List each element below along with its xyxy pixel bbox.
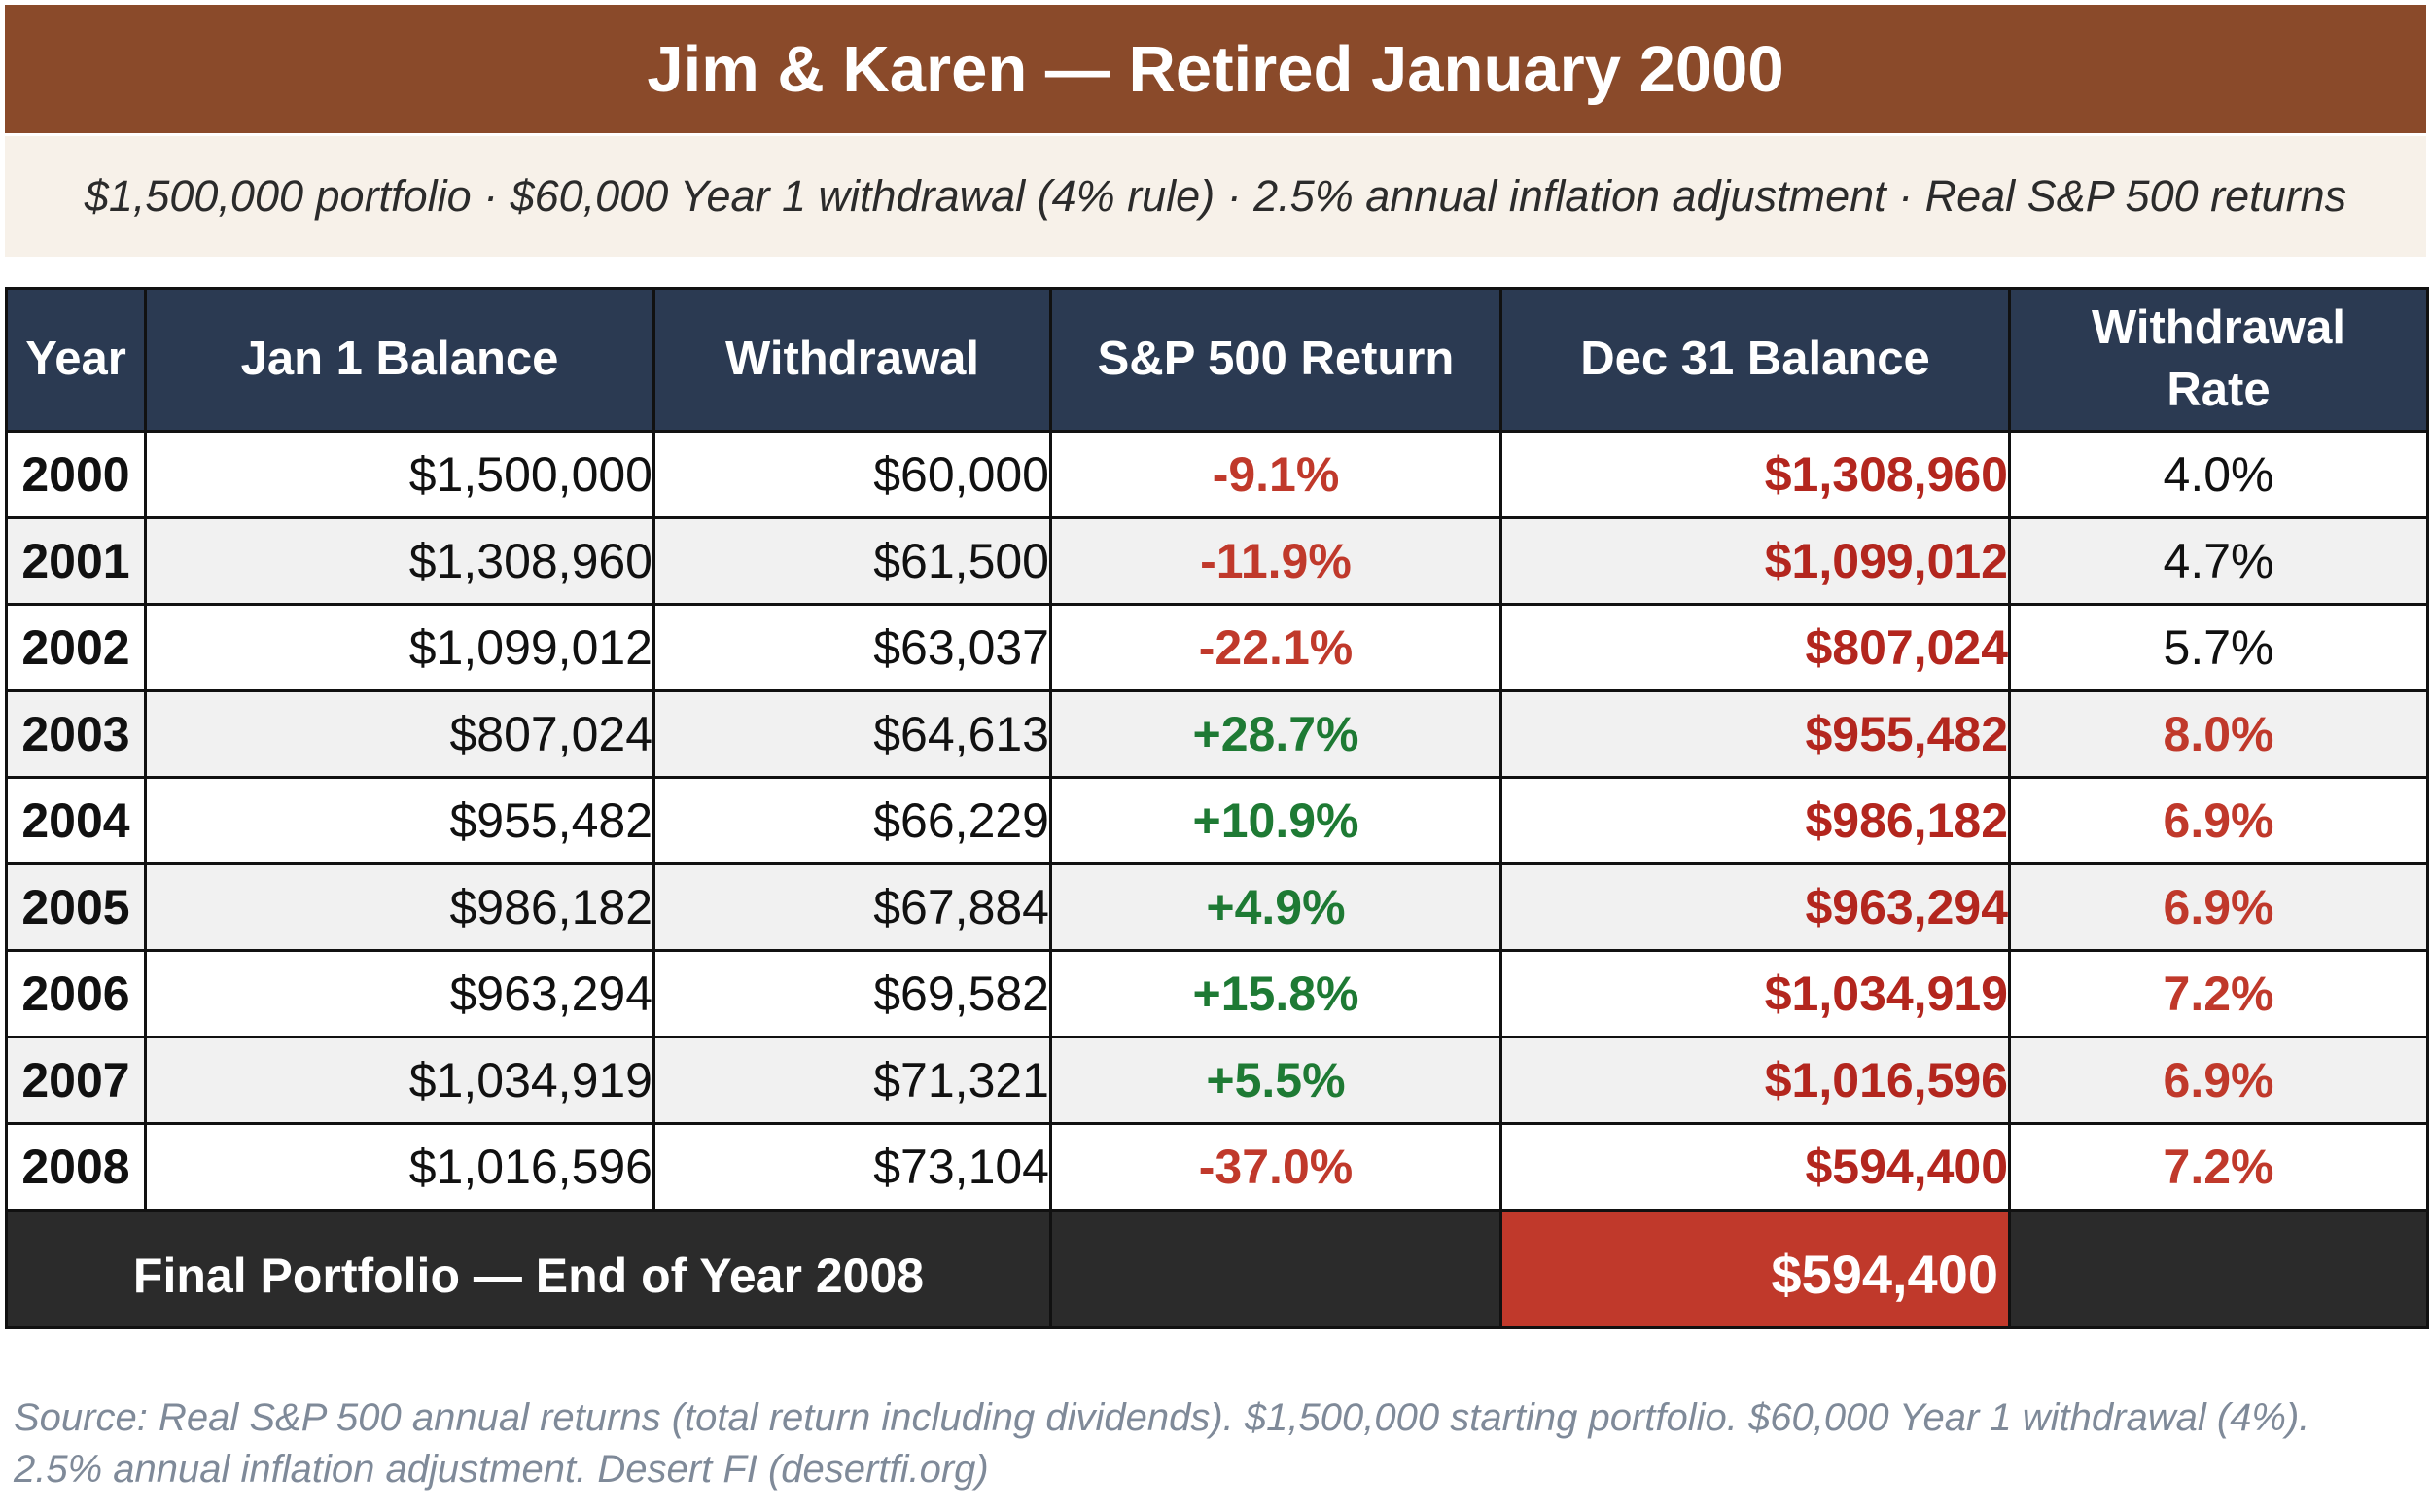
cell-sp-return: +10.9% — [1049, 776, 1502, 865]
cell-sp-return: -11.9% — [1049, 516, 1502, 606]
cell-year: 2000 — [5, 430, 147, 519]
cell-withdrawal: $60,000 — [652, 430, 1052, 519]
cell-jan-balance: $963,294 — [144, 949, 655, 1038]
page-subtitle-text: $1,500,000 portfolio · $60,000 Year 1 wi… — [84, 171, 2347, 221]
cell-dec-balance: $594,400 — [1499, 1122, 2011, 1212]
cell-withdrawal-rate: 6.9% — [2008, 1036, 2429, 1125]
col-header-withdrawal-rate: Withdrawal Rate — [2008, 287, 2429, 433]
cell-withdrawal: $63,037 — [652, 603, 1052, 692]
cell-withdrawal-rate: 4.0% — [2008, 430, 2429, 519]
cell-withdrawal: $67,884 — [652, 862, 1052, 952]
source-line-1: Source: Real S&P 500 annual returns (tot… — [14, 1396, 2310, 1439]
cell-year: 2007 — [5, 1036, 147, 1125]
cell-withdrawal-rate: 4.7% — [2008, 516, 2429, 606]
cell-sp-return: -9.1% — [1049, 430, 1502, 519]
cell-dec-balance: $1,034,919 — [1499, 949, 2011, 1038]
col-header-rate-line1: Withdrawal — [2092, 301, 2345, 355]
cell-sp-return: +15.8% — [1049, 949, 1502, 1038]
table-row: 2006 $963,294 $69,582 +15.8% $1,034,919 … — [5, 949, 2429, 1038]
cell-withdrawal-rate: 7.2% — [2008, 949, 2429, 1038]
cell-dec-balance: $963,294 — [1499, 862, 2011, 952]
page-subtitle: $1,500,000 portfolio · $60,000 Year 1 wi… — [5, 136, 2426, 257]
cell-dec-balance: $1,308,960 — [1499, 430, 2011, 519]
source-line-2: 2.5% annual inflation adjustment. Desert… — [14, 1448, 989, 1491]
cell-withdrawal: $66,229 — [652, 776, 1052, 865]
page-title: Jim & Karen — Retired January 2000 — [5, 5, 2426, 133]
col-header-dec-balance: Dec 31 Balance — [1499, 287, 2011, 433]
cell-dec-balance: $807,024 — [1499, 603, 2011, 692]
col-header-rate-line2: Rate — [2167, 364, 2271, 416]
col-header-withdrawal: Withdrawal — [652, 287, 1052, 433]
cell-year: 2005 — [5, 862, 147, 952]
cell-jan-balance: $1,500,000 — [144, 430, 655, 519]
final-empty-cell — [2008, 1209, 2429, 1329]
cell-year: 2004 — [5, 776, 147, 865]
cell-jan-balance: $807,024 — [144, 689, 655, 779]
cell-sp-return: +4.9% — [1049, 862, 1502, 952]
table-row: 2004 $955,482 $66,229 +10.9% $986,182 6.… — [5, 776, 2429, 865]
cell-dec-balance: $955,482 — [1499, 689, 2011, 779]
cell-withdrawal-rate: 8.0% — [2008, 689, 2429, 779]
col-header-jan-balance: Jan 1 Balance — [144, 287, 655, 433]
table-row: 2007 $1,034,919 $71,321 +5.5% $1,016,596… — [5, 1036, 2429, 1125]
col-header-sp-return: S&P 500 Return — [1049, 287, 1502, 433]
cell-withdrawal: $71,321 — [652, 1036, 1052, 1125]
cell-withdrawal: $64,613 — [652, 689, 1052, 779]
cell-withdrawal-rate: 5.7% — [2008, 603, 2429, 692]
page-title-text: Jim & Karen — Retired January 2000 — [647, 32, 1784, 106]
cell-withdrawal: $61,500 — [652, 516, 1052, 606]
final-portfolio-value: $594,400 — [1499, 1209, 2011, 1329]
cell-withdrawal-rate: 7.2% — [2008, 1122, 2429, 1212]
cell-jan-balance: $1,099,012 — [144, 603, 655, 692]
col-header-year: Year — [5, 287, 147, 433]
cell-sp-return: +28.7% — [1049, 689, 1502, 779]
cell-sp-return: +5.5% — [1049, 1036, 1502, 1125]
table-row: 2003 $807,024 $64,613 +28.7% $955,482 8.… — [5, 689, 2429, 779]
final-empty-cell — [1049, 1209, 1502, 1329]
cell-dec-balance: $986,182 — [1499, 776, 2011, 865]
cell-year: 2003 — [5, 689, 147, 779]
cell-withdrawal: $73,104 — [652, 1122, 1052, 1212]
table-header-row: Year Jan 1 Balance Withdrawal S&P 500 Re… — [5, 287, 2429, 433]
cell-jan-balance: $1,308,960 — [144, 516, 655, 606]
table-row: 2001 $1,308,960 $61,500 -11.9% $1,099,01… — [5, 516, 2429, 606]
table-row: 2000 $1,500,000 $60,000 -9.1% $1,308,960… — [5, 430, 2429, 519]
cell-jan-balance: $1,016,596 — [144, 1122, 655, 1212]
table-row: 2008 $1,016,596 $73,104 -37.0% $594,400 … — [5, 1122, 2429, 1212]
cell-year: 2008 — [5, 1122, 147, 1212]
cell-withdrawal-rate: 6.9% — [2008, 776, 2429, 865]
cell-sp-return: -22.1% — [1049, 603, 1502, 692]
final-portfolio-row: Final Portfolio — End of Year 2008 $594,… — [5, 1209, 2429, 1329]
cell-year: 2006 — [5, 949, 147, 1038]
cell-dec-balance: $1,099,012 — [1499, 516, 2011, 606]
cell-jan-balance: $1,034,919 — [144, 1036, 655, 1125]
cell-withdrawal-rate: 6.9% — [2008, 862, 2429, 952]
final-portfolio-label: Final Portfolio — End of Year 2008 — [5, 1209, 1052, 1329]
cell-jan-balance: $986,182 — [144, 862, 655, 952]
cell-withdrawal: $69,582 — [652, 949, 1052, 1038]
table-row: 2002 $1,099,012 $63,037 -22.1% $807,024 … — [5, 603, 2429, 692]
table-row: 2005 $986,182 $67,884 +4.9% $963,294 6.9… — [5, 862, 2429, 952]
retirement-table: Year Jan 1 Balance Withdrawal S&P 500 Re… — [5, 287, 2429, 1329]
cell-sp-return: -37.0% — [1049, 1122, 1502, 1212]
source-note: Source: Real S&P 500 annual returns (tot… — [14, 1392, 2415, 1495]
cell-jan-balance: $955,482 — [144, 776, 655, 865]
cell-year: 2002 — [5, 603, 147, 692]
cell-year: 2001 — [5, 516, 147, 606]
cell-dec-balance: $1,016,596 — [1499, 1036, 2011, 1125]
